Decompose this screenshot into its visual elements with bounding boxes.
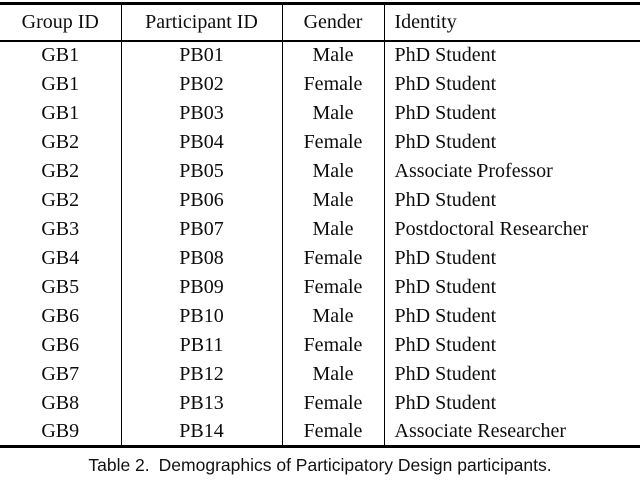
- table-cell: PB05: [120, 156, 282, 186]
- table-row: GB8 PB13 Female PhD Student: [0, 388, 640, 418]
- table-cell: GB8: [41, 391, 80, 414]
- table-cell: GB1: [41, 72, 80, 95]
- table-cell: PB07: [120, 214, 282, 244]
- table-row: GB2 PB05 Male Associate Professor: [0, 156, 640, 186]
- table-cell: Associate Researcher: [383, 417, 640, 447]
- table-row: GB7 PB12 Male PhD Student: [0, 359, 640, 389]
- table-cell: Postdoctoral Researcher: [383, 214, 640, 244]
- table-cell: PhD Student: [383, 388, 640, 418]
- table-header: Group ID Participant ID Gender Identity: [0, 3, 640, 42]
- table-cell: GB3: [41, 217, 80, 240]
- table-cell: Male: [281, 301, 384, 331]
- table-row: GB6 PB11 Female PhD Student: [0, 330, 640, 360]
- table-cell: PB09: [120, 272, 282, 302]
- table-cell: Female: [281, 330, 384, 360]
- table-cell: PhD Student: [383, 127, 640, 157]
- table-row: GB6 PB10 Male PhD Student: [0, 301, 640, 331]
- column-header: Gender: [281, 3, 384, 42]
- column-header: Group ID: [0, 3, 121, 42]
- caption-text: Demographics of Participatory Design par…: [158, 455, 552, 475]
- table-cell: PB04: [120, 127, 282, 157]
- table-cell: PB01: [120, 40, 282, 70]
- table-cell: Associate Professor: [383, 156, 640, 186]
- table-cell: PB13: [120, 388, 282, 418]
- table-cell: Female: [281, 417, 384, 447]
- table-cell: PhD Student: [383, 301, 640, 331]
- table-cell: GB1: [41, 101, 80, 124]
- table-cell: Male: [281, 156, 384, 186]
- table-caption: Table 2. Demographics of Participatory De…: [0, 455, 640, 476]
- table-cell: GB2: [41, 130, 80, 153]
- table-row: GB5 PB09 Female PhD Student: [0, 272, 640, 302]
- header-row: Group ID Participant ID Gender Identity: [0, 3, 640, 42]
- table-row: GB2 PB04 Female PhD Student: [0, 127, 640, 157]
- column-header: Identity: [383, 3, 640, 42]
- table-cell: GB6: [41, 333, 80, 356]
- table-row: GB1 PB02 Female PhD Student: [0, 69, 640, 99]
- table-cell: PB10: [120, 301, 282, 331]
- table-cell: Female: [281, 127, 384, 157]
- table-cell: PhD Student: [383, 40, 640, 70]
- table-cell: Female: [281, 272, 384, 302]
- table-cell: Female: [281, 388, 384, 418]
- table-cell: Male: [281, 98, 384, 128]
- table-cell: PhD Student: [383, 69, 640, 99]
- table-cell: PB12: [120, 359, 282, 389]
- table-cell: GB1: [41, 44, 80, 66]
- table-cell: Male: [281, 214, 384, 244]
- table-row: GB3 PB07 Male Postdoctoral Researcher: [0, 214, 640, 244]
- column-header: Participant ID: [120, 3, 282, 42]
- table-body: GB1 PB01 Male PhD Student GB1 PB02 Female PhD S…: [0, 40, 640, 447]
- table-cell: Female: [281, 243, 384, 273]
- table-cell: GB6: [41, 304, 80, 327]
- table-cell: PhD Student: [383, 359, 640, 389]
- table-cell: Male: [281, 40, 384, 70]
- table-cell: PB08: [120, 243, 282, 273]
- table-cell: PhD Student: [383, 98, 640, 128]
- table-row: GB2 PB06 Male PhD Student: [0, 185, 640, 215]
- table-cell: Male: [281, 185, 384, 215]
- table-row: GB9 PB14 Female Associate Researcher: [0, 417, 640, 447]
- table-cell: GB2: [41, 159, 80, 182]
- demographics-table: Group ID Participant ID Gender Identity GB1…: [0, 2, 640, 448]
- table-cell: PB11: [120, 330, 282, 360]
- table-cell: PhD Student: [383, 243, 640, 273]
- table-cell: PhD Student: [383, 272, 640, 302]
- table-cell: Female: [281, 69, 384, 99]
- table-cell: PB06: [120, 185, 282, 215]
- table-cell: PB02: [120, 69, 282, 99]
- table-cell: GB9: [41, 419, 80, 442]
- table-row: GB1 PB03 Male PhD Student: [0, 98, 640, 128]
- table-cell: GB7: [41, 362, 80, 385]
- table-cell: GB4: [41, 246, 80, 269]
- table-cell: GB2: [41, 188, 80, 211]
- table-row: GB4 PB08 Female PhD Student: [0, 243, 640, 273]
- table-cell: PhD Student: [383, 185, 640, 215]
- table-cell: PhD Student: [383, 330, 640, 360]
- caption-label: Table 2.: [88, 455, 150, 475]
- table-cell: PB03: [120, 98, 282, 128]
- table-cell: PB14: [120, 417, 282, 447]
- paper-table-figure: Group ID Participant ID Gender Identity GB1…: [0, 2, 640, 476]
- table-cell: Male: [281, 359, 384, 389]
- table-row: GB1 PB01 Male PhD Student: [0, 40, 640, 70]
- table-cell: GB5: [41, 275, 80, 298]
